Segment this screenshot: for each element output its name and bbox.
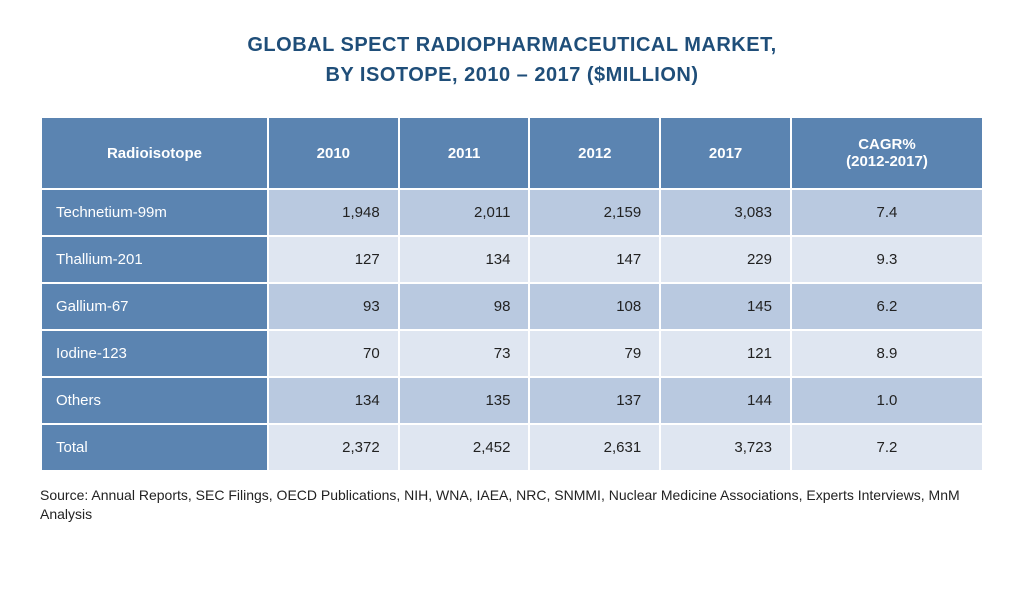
title-line-1: GLOBAL SPECT RADIOPHARMACEUTICAL MARKET, (247, 34, 776, 56)
cell-cagr: 7.4 (792, 190, 982, 237)
cell-2017: 3,723 (661, 425, 790, 472)
cell-2017: 144 (661, 378, 790, 425)
col-radioisotope: Radioisotope (42, 118, 267, 190)
cell-2010: 134 (269, 378, 398, 425)
source-text: Source: Annual Reports, SEC Filings, OEC… (40, 486, 984, 524)
table-row: Technetium-99m 1,948 2,011 2,159 3,083 7… (42, 190, 982, 237)
cell-2012: 2,159 (530, 190, 659, 237)
table-row: Others 134 135 137 144 1.0 (42, 378, 982, 425)
row-label: Gallium-67 (42, 284, 267, 331)
col-cagr-line2: (2012-2017) (846, 153, 928, 170)
cell-2017: 3,083 (661, 190, 790, 237)
cell-2010: 127 (269, 237, 398, 284)
cell-cagr: 9.3 (792, 237, 982, 284)
cell-2011: 2,011 (400, 190, 529, 237)
table-row: Gallium-67 93 98 108 145 6.2 (42, 284, 982, 331)
cell-2011: 135 (400, 378, 529, 425)
market-table: Radioisotope 2010 2011 2012 2017 CAGR% (… (40, 118, 984, 472)
cell-2010: 70 (269, 331, 398, 378)
table-row-total: Total 2,372 2,452 2,631 3,723 7.2 (42, 425, 982, 472)
page-title: GLOBAL SPECT RADIOPHARMACEUTICAL MARKET,… (40, 30, 984, 90)
table-row: Thallium-201 127 134 147 229 9.3 (42, 237, 982, 284)
col-cagr: CAGR% (2012-2017) (792, 118, 982, 190)
col-2011: 2011 (400, 118, 529, 190)
cell-2010: 93 (269, 284, 398, 331)
cell-2010: 2,372 (269, 425, 398, 472)
cell-cagr: 8.9 (792, 331, 982, 378)
col-2010: 2010 (269, 118, 398, 190)
cell-2017: 229 (661, 237, 790, 284)
row-label: Technetium-99m (42, 190, 267, 237)
cell-cagr: 7.2 (792, 425, 982, 472)
cell-2011: 98 (400, 284, 529, 331)
row-label: Others (42, 378, 267, 425)
table-row: Iodine-123 70 73 79 121 8.9 (42, 331, 982, 378)
col-2012: 2012 (530, 118, 659, 190)
cell-2012: 108 (530, 284, 659, 331)
cell-2017: 121 (661, 331, 790, 378)
cell-2012: 79 (530, 331, 659, 378)
cell-2010: 1,948 (269, 190, 398, 237)
cell-2011: 134 (400, 237, 529, 284)
cell-2017: 145 (661, 284, 790, 331)
cell-2011: 2,452 (400, 425, 529, 472)
row-label: Iodine-123 (42, 331, 267, 378)
cell-2012: 137 (530, 378, 659, 425)
col-cagr-line1: CAGR% (858, 136, 916, 153)
table-header-row: Radioisotope 2010 2011 2012 2017 CAGR% (… (42, 118, 982, 190)
cell-cagr: 1.0 (792, 378, 982, 425)
cell-2012: 147 (530, 237, 659, 284)
col-2017: 2017 (661, 118, 790, 190)
cell-2012: 2,631 (530, 425, 659, 472)
row-label: Thallium-201 (42, 237, 267, 284)
row-label: Total (42, 425, 267, 472)
title-line-2: BY ISOTOPE, 2010 – 2017 ($MILLION) (325, 64, 698, 86)
cell-cagr: 6.2 (792, 284, 982, 331)
cell-2011: 73 (400, 331, 529, 378)
